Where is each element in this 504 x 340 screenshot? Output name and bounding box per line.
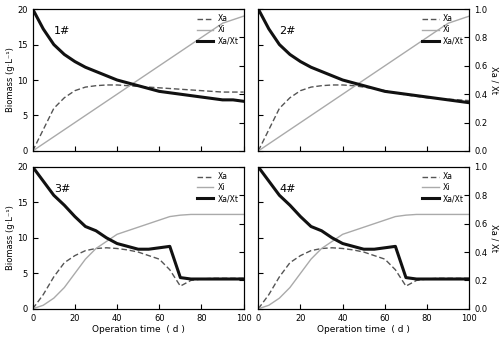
Y-axis label: Biomass (g·L⁻¹): Biomass (g·L⁻¹) (6, 205, 15, 270)
Legend: Xa, Xi, Xa/Xt: Xa, Xi, Xa/Xt (195, 171, 240, 205)
Text: 3#: 3# (54, 184, 70, 194)
Y-axis label: Xa / Xt: Xa / Xt (489, 224, 498, 252)
Text: 4#: 4# (279, 184, 296, 194)
Y-axis label: Xa / Xt: Xa / Xt (489, 66, 498, 94)
X-axis label: Operation time  ( d ): Operation time ( d ) (92, 325, 184, 335)
Y-axis label: Biomass (g·L⁻¹): Biomass (g·L⁻¹) (6, 48, 15, 113)
Legend: Xa, Xi, Xa/Xt: Xa, Xi, Xa/Xt (421, 13, 465, 47)
X-axis label: Operation time  ( d ): Operation time ( d ) (318, 325, 410, 335)
Legend: Xa, Xi, Xa/Xt: Xa, Xi, Xa/Xt (421, 171, 465, 205)
Legend: Xa, Xi, Xa/Xt: Xa, Xi, Xa/Xt (195, 13, 240, 47)
Text: 2#: 2# (279, 26, 296, 36)
Text: 1#: 1# (54, 26, 70, 36)
